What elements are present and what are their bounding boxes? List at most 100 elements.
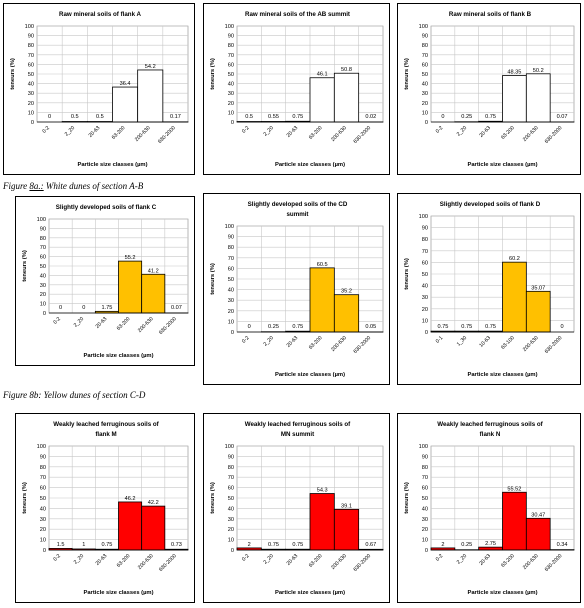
x-tick-label: 0-2	[241, 125, 251, 135]
x-tick-label: 0-1	[435, 335, 445, 345]
data-label: 39.1	[341, 503, 352, 509]
y-axis-label: teneurs (%)	[210, 482, 216, 514]
x-tick-label: 200-630	[330, 125, 348, 143]
bar	[118, 501, 143, 551]
figure-caption-8a: Figure 8a.: White dunes of section A-B	[3, 181, 143, 191]
chart-panel-flank-b: Raw mineral soils of flank B 0 10 20 30 40 50 6…	[397, 3, 581, 175]
y-tick-label: 0	[43, 311, 46, 317]
y-tick-label: 20	[40, 292, 46, 298]
y-tick-label: 30	[40, 517, 46, 523]
y-tick-label: 20	[228, 101, 234, 107]
bar	[141, 273, 166, 314]
y-tick-label: 90	[40, 454, 46, 460]
y-tick-label: 60	[422, 486, 428, 492]
x-tick-label: 0-2	[435, 553, 445, 563]
y-tick-label: 70	[228, 53, 234, 59]
data-label: 30.47	[531, 512, 545, 518]
chart-panel-flank-m: Weakly leached ferruginous soils of flank…	[15, 413, 195, 603]
bar	[333, 72, 360, 123]
chart-title: Slightly developed soils of the CD	[248, 201, 348, 208]
data-label: 0.75	[485, 324, 496, 330]
bar	[309, 493, 335, 551]
data-label: 0.5	[71, 114, 79, 120]
y-tick-label: 70	[28, 53, 34, 59]
x-tick-label: 63-200	[111, 125, 127, 141]
data-label: 35.07	[531, 285, 545, 291]
y-tick-label: 20	[422, 307, 428, 313]
y-tick-label: 40	[422, 506, 428, 512]
data-label: 0.75	[461, 324, 472, 330]
chart-panel-flank-c: Slightly developed soils of flank C 0 10 20…	[15, 196, 195, 366]
y-tick-label: 20	[228, 309, 234, 315]
data-label: 2.75	[485, 541, 496, 547]
bar	[502, 261, 527, 333]
x-tick-label: 200-630	[330, 553, 348, 571]
y-tick-label: 80	[40, 236, 46, 242]
y-tick-label: 70	[40, 245, 46, 251]
x-tick-label: 200-630	[522, 553, 540, 571]
chart-svg: Weakly leached ferruginous soils of MN su…	[210, 421, 384, 596]
y-tick-label: 40	[228, 288, 234, 294]
chart-panel-flank-n: Weakly leached ferruginous soils of flank…	[397, 413, 581, 603]
y-axis-label: teneurs (%)	[210, 263, 216, 295]
data-label: 0.34	[557, 542, 568, 548]
chart-title: Slightly developed soils of flank C	[56, 204, 157, 211]
data-label: 0.25	[461, 542, 472, 548]
x-tick-label: 0-2	[435, 125, 445, 135]
bar	[333, 508, 360, 551]
y-tick-label: 70	[228, 475, 234, 481]
x-axis-label: Particle size classes (µm)	[467, 372, 537, 378]
y-tick-label: 100	[225, 444, 234, 450]
chart-title: Raw mineral soils of the AB summit	[245, 11, 350, 18]
x-tick-label: 63-200	[308, 553, 324, 569]
y-tick-label: 10	[228, 110, 234, 116]
data-label: 36.4	[120, 81, 131, 87]
x-tick-label: 2_20	[456, 553, 468, 565]
y-tick-label: 20	[28, 101, 34, 107]
bar	[309, 267, 335, 333]
data-label: 50.2	[533, 68, 544, 74]
data-label: 0.55	[268, 114, 279, 120]
x-tick-label: 20-63	[286, 125, 300, 139]
data-label: 0.07	[171, 305, 182, 311]
data-label: 0.75	[437, 324, 448, 330]
data-label: 0	[441, 114, 444, 120]
data-label: 54.3	[317, 488, 328, 494]
data-label: 46.2	[125, 496, 136, 502]
y-tick-label: 50	[228, 496, 234, 502]
y-tick-label: 80	[228, 245, 234, 251]
bar	[141, 505, 166, 551]
y-tick-label: 60	[28, 62, 34, 68]
y-tick-label: 10	[40, 538, 46, 544]
y-tick-label: 50	[422, 272, 428, 278]
chart-title: Raw mineral soils of flank B	[449, 11, 532, 18]
y-tick-label: 40	[228, 82, 234, 88]
chart-panel-cd-summit: Slightly developed soils of the CD summit…	[203, 193, 390, 385]
y-tick-label: 60	[422, 260, 428, 266]
x-tick-label: 63-200	[116, 553, 132, 569]
x-tick-label: 2_20	[263, 553, 275, 565]
chart-svg: Raw mineral soils of the AB summit 0 10 20 3…	[210, 11, 384, 168]
chart-svg: Slightly developed soils of flank C 0 10 20…	[22, 204, 189, 359]
chart-panel-flank-d: Slightly developed soils of flank D 0 10 20…	[397, 193, 581, 385]
data-label: 0	[59, 305, 62, 311]
x-tick-label: 20-63	[286, 553, 300, 567]
chart-svg: Raw mineral soils of flank A 0 10 20 30 40 50 6…	[10, 11, 189, 168]
chart-title: Raw mineral soils of flank A	[59, 11, 141, 18]
bar	[118, 260, 143, 314]
y-tick-label: 90	[422, 454, 428, 460]
y-tick-label: 100	[419, 444, 428, 450]
chart-svg: Slightly developed soils of the CD summit…	[210, 201, 384, 378]
y-tick-label: 0	[31, 120, 34, 126]
caption-number: 8a.:	[29, 181, 44, 191]
data-label: 0.5	[245, 114, 253, 120]
figure-caption-8b: Figure 8b: Yellow dunes of section C-D	[3, 390, 145, 400]
y-tick-label: 60	[228, 486, 234, 492]
chart-svg: Slightly developed soils of flank D 0 10 20…	[404, 201, 575, 378]
y-tick-label: 40	[228, 506, 234, 512]
y-tick-label: 80	[422, 237, 428, 243]
y-tick-label: 80	[40, 465, 46, 471]
data-label: 0.07	[557, 114, 568, 120]
x-tick-label: 20-63	[95, 553, 109, 567]
data-label: 46.1	[317, 72, 328, 78]
